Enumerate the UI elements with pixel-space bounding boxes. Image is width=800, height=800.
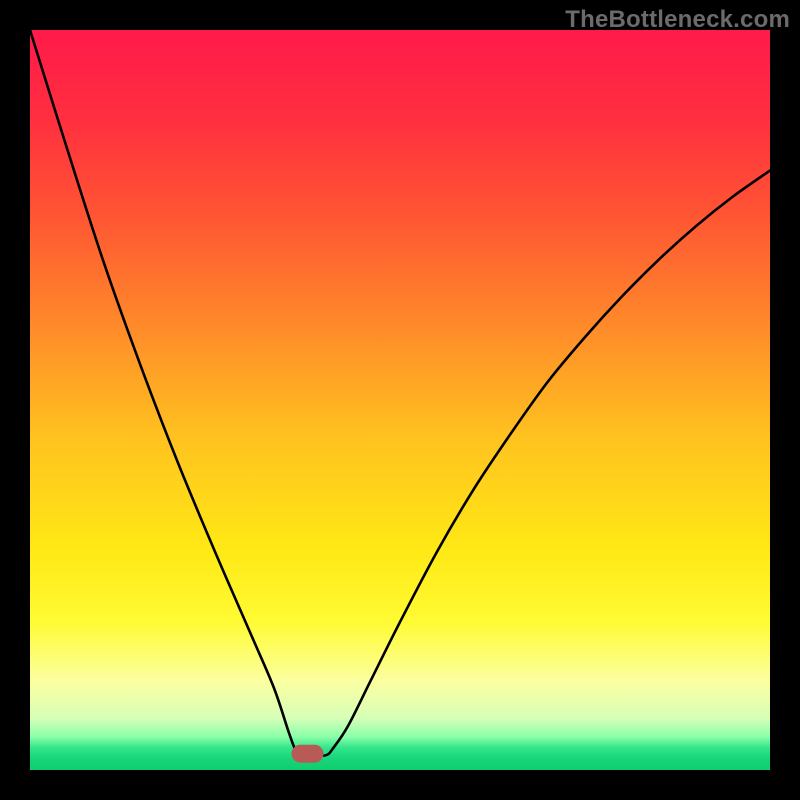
chart-container: TheBottleneck.com: [0, 0, 800, 800]
watermark-text: TheBottleneck.com: [565, 6, 790, 34]
bottleneck-chart: [0, 0, 800, 800]
bottleneck-marker: [292, 745, 324, 763]
plot-background-gradient: [30, 30, 770, 770]
